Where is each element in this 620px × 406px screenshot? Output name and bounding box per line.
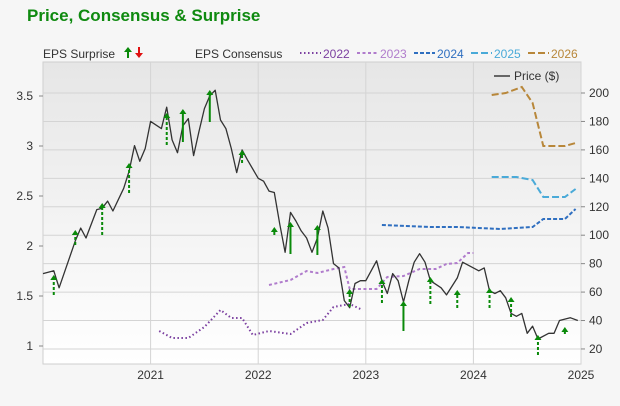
surprise-arrow <box>561 327 569 334</box>
x-tick-label: 2021 <box>137 368 164 382</box>
consensus-lines <box>158 85 577 339</box>
left-tick-label: 3.5 <box>16 89 33 103</box>
right-tick-label: 120 <box>589 200 609 214</box>
price-line <box>42 89 579 340</box>
price-line-group <box>42 89 579 340</box>
surprise-arrow <box>453 290 461 308</box>
surprise-arrow-head <box>50 275 58 280</box>
consensus-line-2024 <box>381 208 577 231</box>
surprise-arrow <box>50 275 58 295</box>
right-tick-label: 80 <box>589 257 603 271</box>
surprise-down-icon <box>135 47 143 58</box>
surprise-arrow <box>286 222 294 254</box>
surprise-arrow-head <box>486 288 494 293</box>
surprise-arrow <box>534 335 542 355</box>
consensus-legend: 2022 2023 2024 2025 2026 <box>300 47 578 61</box>
surprise-arrow-head <box>270 227 278 232</box>
x-tick-label: 2024 <box>460 368 487 382</box>
x-tick-label: 2023 <box>352 368 379 382</box>
legend-label-2025: 2025 <box>494 47 521 61</box>
legend-label-2024: 2024 <box>437 47 464 61</box>
legend-eps-surprise: EPS Surprise <box>43 47 115 61</box>
left-tick-label: 2 <box>26 239 33 253</box>
right-tick-label: 100 <box>589 228 609 242</box>
surprise-arrow <box>163 113 171 145</box>
surprise-arrow <box>486 288 494 308</box>
right-tick-label: 20 <box>589 342 603 356</box>
surprise-arrow-head <box>71 230 79 235</box>
x-tick-label: 2022 <box>245 368 272 382</box>
surprise-arrow-head <box>313 225 321 230</box>
right-tick-label: 160 <box>589 143 609 157</box>
right-tick-label: 40 <box>589 314 603 328</box>
surprise-arrow-head <box>125 163 133 168</box>
surprise-arrow-head <box>286 222 294 227</box>
surprise-arrow <box>125 163 133 193</box>
surprise-arrow-head <box>179 109 187 114</box>
surprise-arrow-head <box>163 113 171 118</box>
surprise-arrow-head <box>98 203 106 208</box>
surprise-arrow <box>98 203 106 235</box>
legend-eps-consensus: EPS Consensus <box>195 47 282 61</box>
x-tick-label: 2025 <box>568 368 595 382</box>
right-tick-label: 60 <box>589 285 603 299</box>
consensus-line-2026 <box>491 85 576 147</box>
legend-label-2023: 2023 <box>380 47 407 61</box>
surprise-arrow <box>378 279 386 303</box>
chart-title: Price, Consensus & Surprise <box>27 6 261 25</box>
surprise-arrow-head <box>534 335 542 340</box>
surprise-arrow-head <box>346 289 354 294</box>
surprise-arrow-head <box>206 90 214 95</box>
surprise-arrow-head <box>399 301 407 306</box>
legend-price: Price ($) <box>514 69 559 83</box>
surprise-arrows <box>50 90 569 355</box>
surprise-arrow <box>71 230 79 245</box>
left-tick-label: 2.5 <box>16 189 33 203</box>
consensus-line-2023 <box>268 252 474 290</box>
consensus-line-2022 <box>158 302 364 339</box>
surprise-arrow <box>179 109 187 142</box>
legend-label-2026: 2026 <box>551 47 578 61</box>
right-tick-label: 140 <box>589 171 609 185</box>
surprise-arrow-head <box>426 277 434 282</box>
surprise-arrow <box>270 227 278 235</box>
consensus-line-2025 <box>491 176 577 198</box>
surprise-arrow-head <box>507 297 515 302</box>
surprise-arrow <box>507 297 515 317</box>
surprise-arrow <box>313 225 321 255</box>
legend-label-2022: 2022 <box>323 47 350 61</box>
surprise-arrow-head <box>378 279 386 284</box>
surprise-arrow <box>238 150 246 163</box>
left-tick-label: 1 <box>26 339 33 353</box>
surprise-up-icon <box>124 47 132 58</box>
left-tick-label: 1.5 <box>16 289 33 303</box>
right-tick-label: 200 <box>589 86 609 100</box>
surprise-arrow-head <box>561 327 569 332</box>
axis-ticks: 20 40 60 80 100 120 140 160 180 200 1 1.5 2 2.5 3 3.5 20… <box>16 86 609 382</box>
surprise-arrow <box>399 301 407 331</box>
surprise-arrow <box>346 289 354 307</box>
surprise-arrow-head <box>453 290 461 295</box>
plot-area <box>42 61 582 365</box>
surprise-arrow <box>426 277 434 304</box>
surprise-arrow-head <box>238 150 246 155</box>
right-tick-label: 180 <box>589 114 609 128</box>
left-tick-label: 3 <box>26 139 33 153</box>
surprise-arrow <box>206 90 214 122</box>
